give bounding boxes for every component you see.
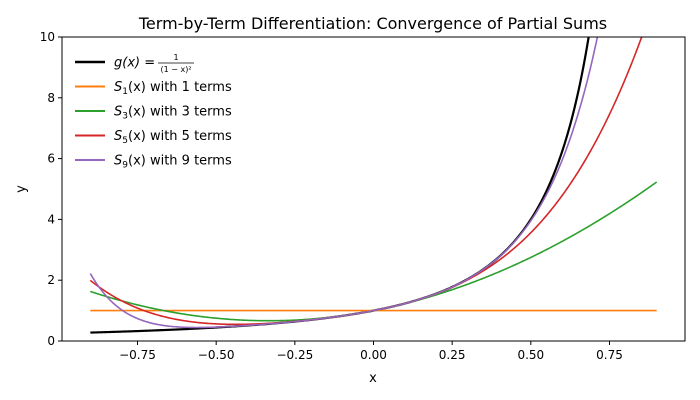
- chart-title: Term-by-Term Differentiation: Convergenc…: [138, 14, 607, 33]
- y-tick-label: 4: [47, 212, 55, 226]
- y-tick-label: 8: [47, 91, 55, 105]
- series-layer: [89, 37, 658, 334]
- x-tick-label: 0.50: [517, 348, 544, 362]
- x-tick-label: −0.50: [198, 348, 235, 362]
- y-axis-label: y: [14, 185, 29, 193]
- y-tick-label: 0: [47, 334, 55, 348]
- legend-entry: S3(x) with 3 terms: [114, 105, 232, 122]
- legend-entry-g: g(x) =: [114, 56, 155, 71]
- x-axis-label: x: [369, 371, 377, 386]
- series-line: [89, 37, 599, 329]
- x-tick-label: 0.25: [439, 348, 466, 362]
- y-tick-label: 10: [40, 30, 55, 44]
- y-tick-label: 6: [47, 152, 55, 166]
- y-tick-label: 2: [47, 273, 55, 287]
- legend-frac-den: (1 − x)²: [160, 65, 191, 74]
- legend-frac-num: 1: [173, 53, 178, 62]
- x-tick-label: 0.75: [596, 348, 623, 362]
- x-tick-label: −0.25: [276, 348, 313, 362]
- legend-entry: S1(x) with 1 terms: [114, 80, 232, 97]
- x-axis: −0.75 −0.50 −0.25 0.00 0.25 0.50 0.75: [119, 341, 623, 362]
- x-tick-label: −0.75: [119, 348, 156, 362]
- y-axis: 0 2 4 6 8 10: [40, 30, 62, 348]
- series-line: [90, 181, 658, 322]
- legend-entry: S5(x) with 5 terms: [114, 129, 232, 146]
- legend-entry: S9(x) with 9 terms: [114, 154, 232, 171]
- x-tick-label: 0.00: [360, 348, 387, 362]
- legend: g(x) = 1 (1 − x)² S1(x) with 1 terms S3(x) …: [75, 53, 232, 171]
